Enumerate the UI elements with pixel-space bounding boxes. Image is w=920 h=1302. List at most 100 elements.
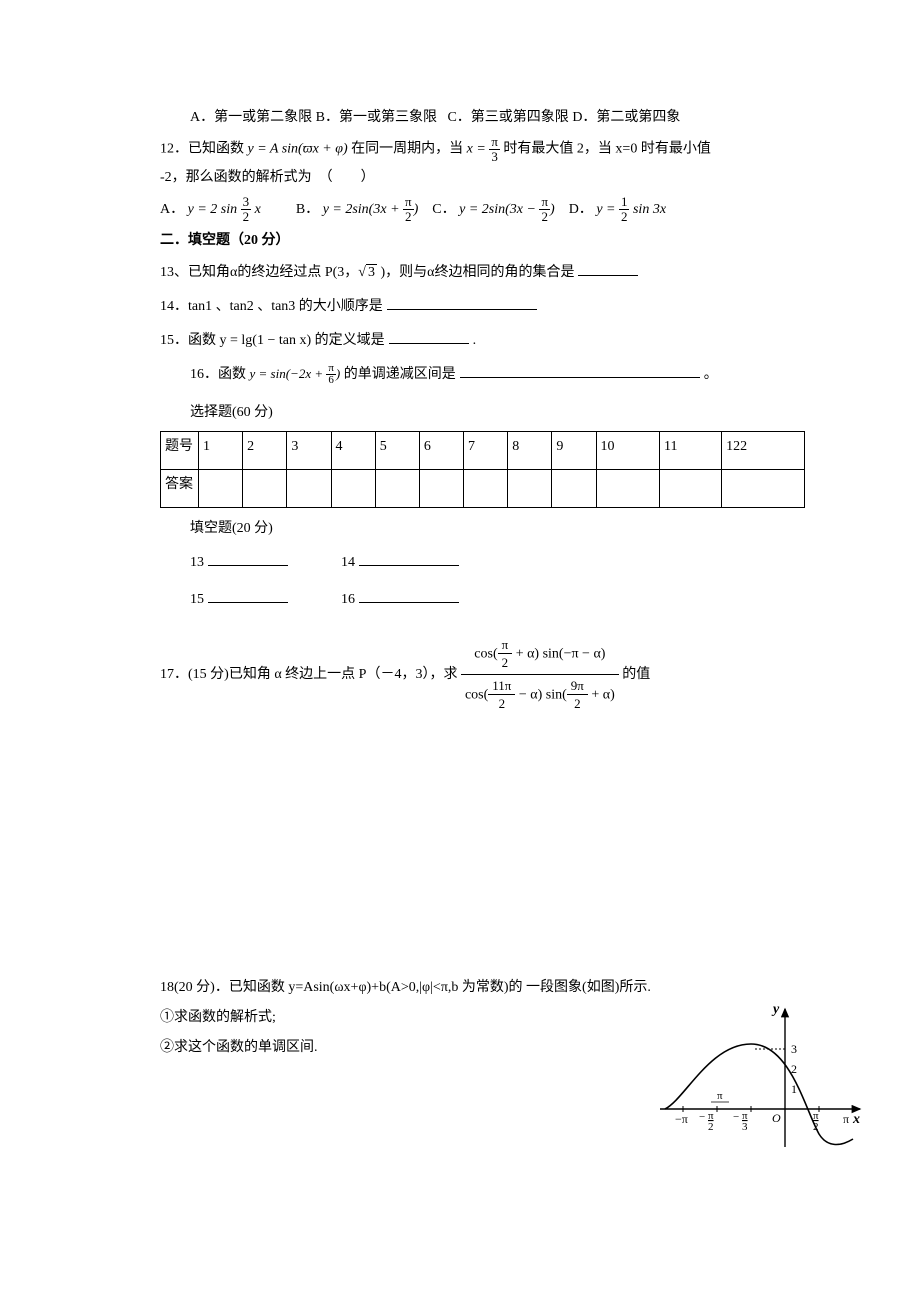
col-head: 11 <box>660 431 722 469</box>
frac-num: 11π <box>488 677 515 696</box>
opt-text: y = 2sin(3x − <box>459 202 539 217</box>
blank <box>460 377 700 378</box>
opt-suf: ) <box>414 202 419 217</box>
q17-numerator: cos(π2 + α) sin(−π − α) <box>461 634 619 675</box>
x-label-neg-pi3: − <box>733 1111 739 1123</box>
frac-num: π <box>498 636 513 655</box>
frac-den: 2 <box>488 695 515 713</box>
answer-cell[interactable] <box>464 469 508 507</box>
t: cos( <box>465 687 488 702</box>
q17: 17．(15 分)已知角 α 终边上一点 P（－4，3），求 cos(π2 + … <box>160 634 805 716</box>
choice-section-label: 选择题(60 分) <box>160 400 805 427</box>
col-head: 122 <box>722 431 805 469</box>
q12-stem-2: -2，那么函数的解析式为 （ ） <box>160 165 805 193</box>
q12-opt-c: C． y = 2sin(3x − π2) <box>432 202 558 217</box>
q16-formula: y = sin(−2x + <box>250 366 327 381</box>
col-head: 7 <box>464 431 508 469</box>
y-axis-label: y <box>771 1002 780 1017</box>
answer-cell[interactable] <box>419 469 463 507</box>
answer-cell[interactable] <box>243 469 287 507</box>
col-head: 6 <box>419 431 463 469</box>
q14: 14．tan1 、tan2 、tan3 的大小顺序是 <box>160 294 805 322</box>
answer-cell[interactable] <box>331 469 375 507</box>
row-label-1: 题号 <box>161 431 199 469</box>
q12-stem-line2: -2，那么函数的解析式为 （ ） <box>160 170 375 185</box>
opt-x: x <box>251 202 261 217</box>
answer-cell[interactable] <box>508 469 552 507</box>
q17-fraction: cos(π2 + α) sin(−π − α) cos(11π2 − α) si… <box>461 634 619 716</box>
answer-cell[interactable] <box>287 469 331 507</box>
q18: 18(20 分)．已知函数 y=Asin(ωx+φ)+b(A>0,|φ|<π,b… <box>160 975 805 1063</box>
blank[interactable] <box>359 565 459 566</box>
q16-pre: 16．函数 <box>190 367 250 382</box>
opt-label: A． <box>160 202 184 217</box>
frac: π2 <box>539 195 550 223</box>
frac-den: 2 <box>539 210 550 224</box>
q12-opt-a: A． y = 2 sin 32 x <box>160 202 264 217</box>
graph-svg: y x 1 2 3 π −π − π 2 − π 3 O <box>655 999 865 1149</box>
col-head: 2 <box>243 431 287 469</box>
answer-cell[interactable] <box>660 469 722 507</box>
q12-after: 时有最大值 2，当 x=0 时有最小值 <box>500 141 711 156</box>
x-label-neg-pi3-d: 3 <box>742 1121 748 1133</box>
blank <box>389 343 469 344</box>
fill-row-2: 15 16 <box>160 587 805 614</box>
frac-num: 1 <box>619 195 630 210</box>
frac: 9π2 <box>567 677 588 713</box>
frac-num: π <box>539 195 550 210</box>
q12-xeq: x = <box>467 141 490 156</box>
q12-stem-pre: 12．已知函数 <box>160 141 248 156</box>
frac-den: 2 <box>403 210 414 224</box>
col-head: 3 <box>287 431 331 469</box>
q16: 16．函数 y = sin(−2x + π6) 的单调递减区间是。 <box>160 362 805 390</box>
table-header-row: 题号 1 2 3 4 5 6 7 8 9 10 11 122 <box>161 431 805 469</box>
q17-suf: 的值 <box>622 667 650 682</box>
frac: π2 <box>403 195 414 223</box>
opt-text: y = 2 sin <box>188 202 241 217</box>
blank[interactable] <box>208 602 288 603</box>
frac-num: π <box>489 135 500 150</box>
answer-cell[interactable] <box>375 469 419 507</box>
q13-mid: )，则与α终边相同的角的集合是 <box>377 265 575 280</box>
x-label-pi: π <box>843 1112 849 1126</box>
q15-suf: . <box>473 333 477 348</box>
q17-pre: 17．(15 分)已知角 α 终边上一点 P（－4，3），求 <box>160 667 461 682</box>
origin-label: O <box>772 1111 781 1125</box>
q12-stem-mid: 在同一周期内，当 <box>348 141 467 156</box>
t: + α) <box>588 687 615 702</box>
q16-suf: 的单调递减区间是 <box>340 367 456 382</box>
q15-pre: 15．函数 y = lg(1 − tan x) 的定义域是 <box>160 333 385 348</box>
col-head: 4 <box>331 431 375 469</box>
row-label-2: 答案 <box>161 469 199 507</box>
answer-cell[interactable] <box>596 469 660 507</box>
q11-opt-d: D．第二或第四象 <box>572 110 680 125</box>
frac-den: 2 <box>619 210 630 224</box>
blank[interactable] <box>208 565 288 566</box>
frac: π6 <box>326 363 336 387</box>
fill-14-label: 14 <box>341 555 355 570</box>
sine-curve <box>665 1044 853 1144</box>
pi-mark: π <box>717 1090 723 1102</box>
q16-period: 。 <box>704 367 718 382</box>
q12-options: A． y = 2 sin 32 x B． y = 2sin(3x + π2) C… <box>160 195 805 223</box>
section-2-header: 二．填空题（20 分） <box>160 228 805 255</box>
q12-pi-3: π3 <box>489 135 500 163</box>
frac: 12 <box>619 195 630 223</box>
frac-num: 3 <box>241 195 252 210</box>
blank[interactable] <box>359 602 459 603</box>
frac-den: 2 <box>567 695 588 713</box>
fill-section-label: 填空题(20 分) <box>160 516 805 543</box>
t: cos( <box>474 646 497 661</box>
q13-sqrt-arg: 3 <box>366 264 377 280</box>
frac: 11π2 <box>488 677 515 713</box>
col-head: 5 <box>375 431 419 469</box>
col-head: 9 <box>552 431 596 469</box>
answer-cell[interactable] <box>552 469 596 507</box>
answer-cell[interactable] <box>199 469 243 507</box>
opt-text: y = <box>596 202 619 217</box>
frac-num: 9π <box>567 677 588 696</box>
x-axis-label: x <box>852 1112 860 1127</box>
t: + α) sin(−π − α) <box>512 646 605 661</box>
frac-den: 3 <box>489 150 500 164</box>
answer-cell[interactable] <box>722 469 805 507</box>
